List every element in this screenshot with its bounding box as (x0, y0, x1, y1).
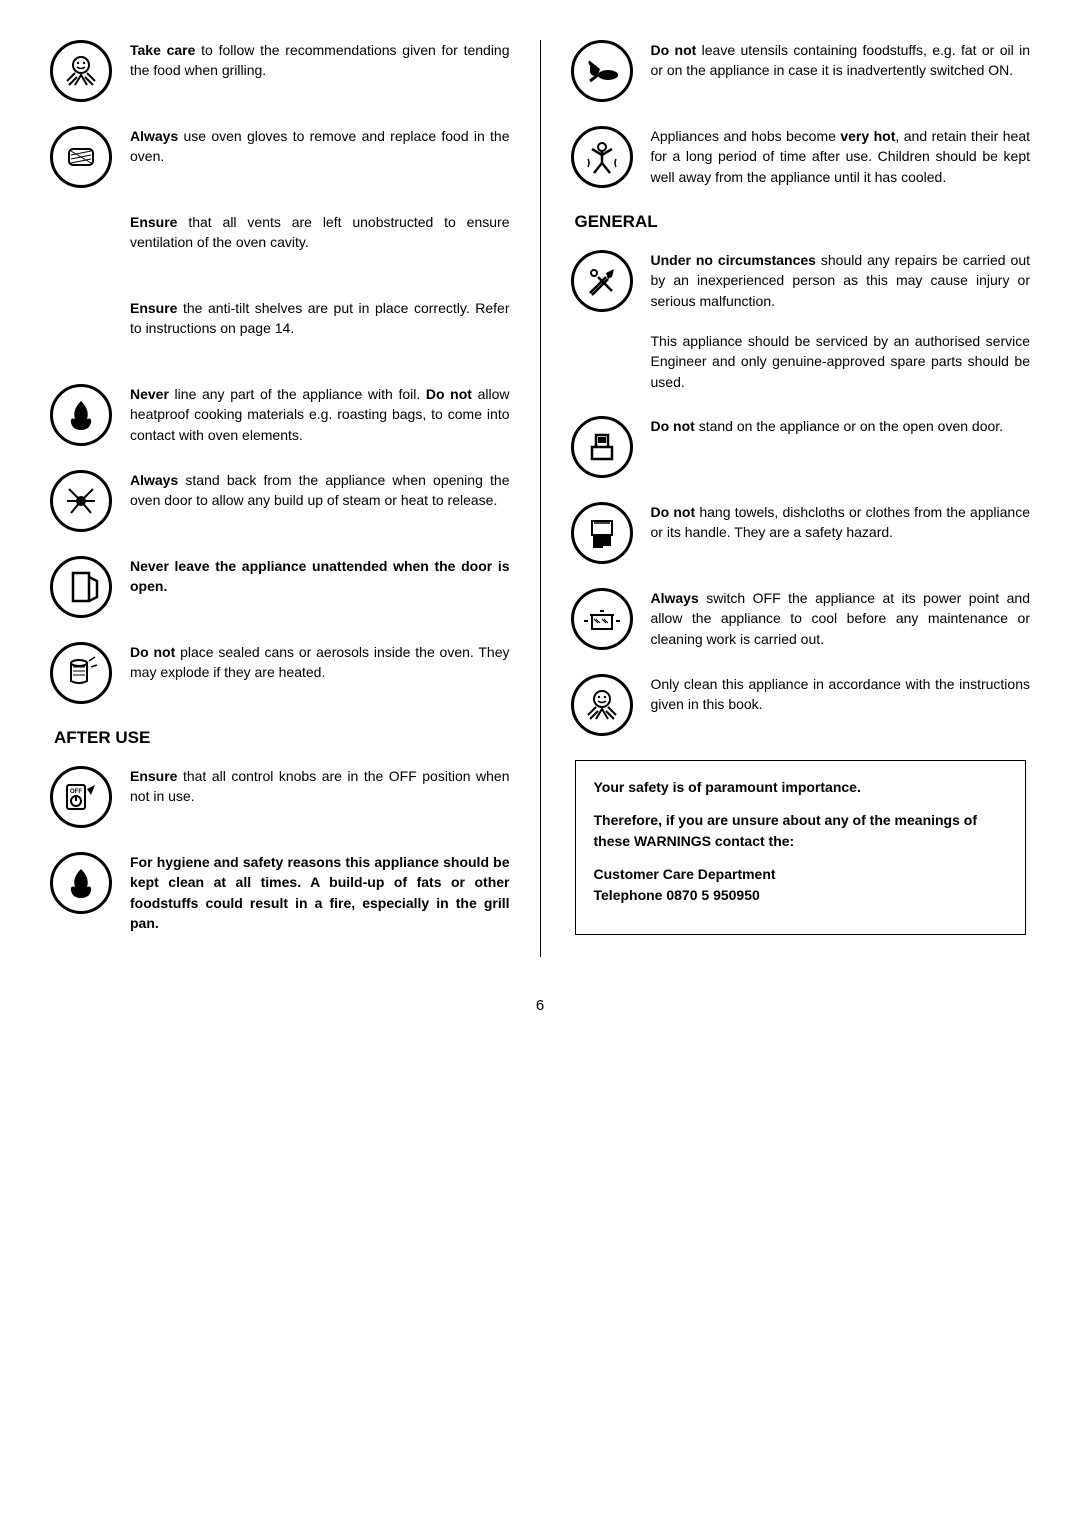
door-icon (50, 556, 112, 618)
warning-item-always-stand: Always stand back from the appliance whe… (50, 470, 510, 532)
box-line1: Your safety is of paramount importance. (594, 777, 1008, 798)
warning-text: Do not leave utensils containing foodstu… (651, 40, 1031, 81)
warning-item-hygiene: For hygiene and safety reasons this appl… (50, 852, 510, 933)
pot-icon (571, 588, 633, 650)
warning-item-never-leave: Never leave the appliance unattended whe… (50, 556, 510, 618)
warning-item-do-not-stand: Do not stand on the appliance or on the … (571, 416, 1031, 478)
tools-icon (571, 250, 633, 312)
warning-text: Ensure that all vents are left unobstruc… (130, 212, 510, 253)
warning-text: Do not hang towels, dishcloths or clothe… (651, 502, 1031, 543)
box-line3: Customer Care DepartmentTelephone 0870 5… (594, 864, 1008, 906)
radiate-icon (50, 470, 112, 532)
warning-item-do-not-leave-utensils: Do not leave utensils containing foodstu… (571, 40, 1031, 102)
warning-item-under-no-circ: Under no circumstances should any repair… (571, 250, 1031, 392)
stand-icon (571, 416, 633, 478)
warning-text: Never line any part of the appliance wit… (130, 384, 510, 445)
smile-hand-icon (50, 40, 112, 102)
warning-item-very-hot: Appliances and hobs become very hot, and… (571, 126, 1031, 188)
warning-text: Always use oven gloves to remove and rep… (130, 126, 510, 167)
warning-text: Always switch OFF the appliance at its p… (651, 588, 1031, 649)
off-knob-icon (50, 766, 112, 828)
after-use-heading: AFTER USE (54, 728, 510, 748)
smile-hand-icon (571, 674, 633, 736)
warning-text: Only clean this appliance in accordance … (651, 674, 1031, 715)
warning-text: For hygiene and safety reasons this appl… (130, 852, 510, 933)
glove-icon (50, 126, 112, 188)
warning-item-do-not-sealed: Do not place sealed cans or aerosols ins… (50, 642, 510, 704)
towel-icon (571, 502, 633, 564)
warning-text: Ensure the anti-tilt shelves are put in … (130, 298, 510, 339)
warning-item-do-not-hang: Do not hang towels, dishcloths or clothe… (571, 502, 1031, 564)
warning-text: Always stand back from the appliance whe… (130, 470, 510, 511)
column-divider (540, 40, 541, 957)
warning-item-only-clean: Only clean this appliance in accordance … (571, 674, 1031, 736)
safety-box: Your safety is of paramount importance. … (575, 760, 1027, 935)
warning-item-always-switch-off: Always switch OFF the appliance at its p… (571, 588, 1031, 650)
warning-text: Do not stand on the appliance or on the … (651, 416, 1031, 436)
can-icon (50, 642, 112, 704)
warning-text: Under no circumstances should any repair… (651, 250, 1031, 392)
warning-text: Ensure that all control knobs are in the… (130, 766, 510, 807)
warning-text: Never leave the appliance unattended whe… (130, 556, 510, 597)
warning-item-always-gloves: Always use oven gloves to remove and rep… (50, 126, 510, 188)
page-number: 6 (50, 997, 1030, 1014)
warning-text: Do not place sealed cans or aerosols ins… (130, 642, 510, 683)
warning-text: Take care to follow the recommendations … (130, 40, 510, 81)
warning-item-ensure-knobs: Ensure that all control knobs are in the… (50, 766, 510, 828)
warning-text: Appliances and hobs become very hot, and… (651, 126, 1031, 187)
hand-pan-icon (571, 40, 633, 102)
warning-item-take-care: Take care to follow the recommendations … (50, 40, 510, 102)
flame-icon (50, 852, 112, 914)
person-hot-icon (571, 126, 633, 188)
flame-icon (50, 384, 112, 446)
warning-item-ensure-vents: Ensure that all vents are left unobstruc… (50, 212, 510, 274)
warning-item-never-line: Never line any part of the appliance wit… (50, 384, 510, 446)
warning-item-ensure-tilt: Ensure the anti-tilt shelves are put in … (50, 298, 510, 360)
box-line2: Therefore, if you are unsure about any o… (594, 810, 1008, 852)
general-heading: GENERAL (575, 212, 1031, 232)
